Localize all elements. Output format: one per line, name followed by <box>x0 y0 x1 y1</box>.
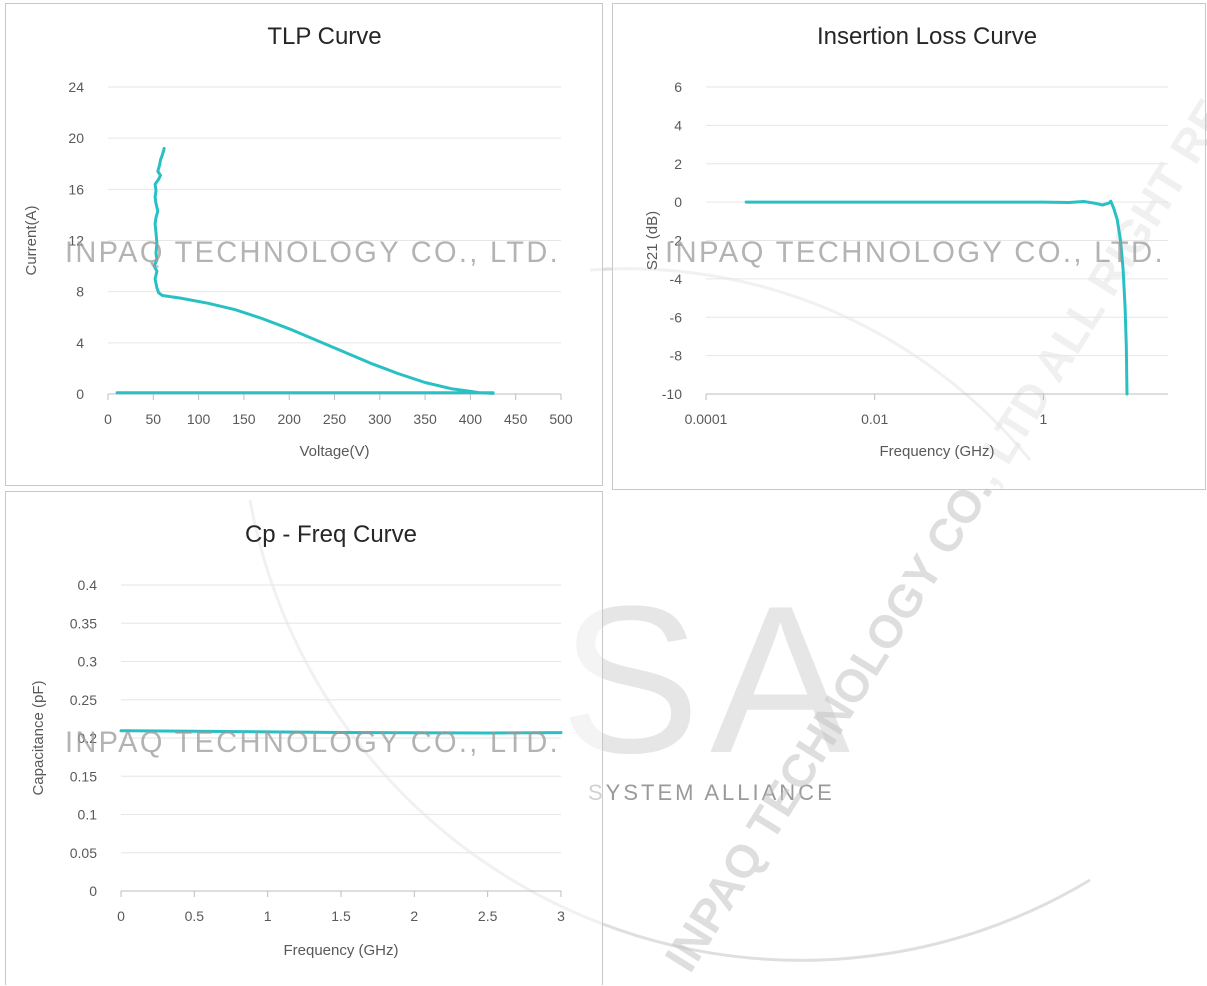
x-tick-label: 0 <box>104 411 112 427</box>
x-tick-label: 3 <box>557 908 565 924</box>
watermark-logo: SA <box>560 562 860 797</box>
y-tick-label: -6 <box>670 309 683 325</box>
y-tick-label: 0 <box>674 194 682 210</box>
x-tick-label: 2.5 <box>478 908 498 924</box>
x-tick-label: 200 <box>278 411 302 427</box>
x-tick-label: 1.5 <box>331 908 351 924</box>
y-tick-label: 6 <box>674 79 682 95</box>
x-tick-label: 0.01 <box>861 411 888 427</box>
y-tick-label: -4 <box>670 271 683 287</box>
y-tick-label: 16 <box>68 181 84 197</box>
series-line <box>744 199 1129 396</box>
y-tick-label: 8 <box>76 284 84 300</box>
tlp-chart: TLP Curve 0 4 8 12 16 20 24 0 50 100 150 200 250 300 35… <box>23 23 573 460</box>
x-tick-label: 150 <box>232 411 256 427</box>
insertion-loss-panel: Insertion Loss Curve -10 -8 -6 -4 -2 0 2 4 6 0.000… <box>612 3 1206 490</box>
x-tick-label: 400 <box>459 411 483 427</box>
watermark-alliance: SYSTEM ALLIANCE <box>588 780 835 805</box>
series-line <box>115 146 495 395</box>
y-tick-label: 0.3 <box>78 654 98 670</box>
x-tick-label: 450 <box>504 411 528 427</box>
y-tick-label: 4 <box>76 335 84 351</box>
y-tick-label: 0.25 <box>70 692 97 708</box>
x-tick-label: 0 <box>117 908 125 924</box>
y-tick-label: 2 <box>674 156 682 172</box>
x-axis-label: Voltage(V) <box>299 443 369 460</box>
y-tick-label: 0.2 <box>78 730 98 746</box>
x-tick-label: 250 <box>323 411 347 427</box>
tlp-curve-panel: TLP Curve 0 4 8 12 16 20 24 0 50 100 150 200 250 300 35… <box>5 3 603 486</box>
y-axis-label: Capacitance (pF) <box>30 680 47 795</box>
chart-title: Insertion Loss Curve <box>817 23 1037 50</box>
x-tick-label: 300 <box>368 411 392 427</box>
x-tick-label: 350 <box>413 411 437 427</box>
chart-title: Cp - Freq Curve <box>245 521 417 548</box>
y-tick-label: 24 <box>68 79 84 95</box>
y-tick-label: 0.4 <box>78 577 98 593</box>
y-tick-label: -2 <box>670 233 683 249</box>
y-tick-label: 0.1 <box>78 807 98 823</box>
y-axis-label: S21 (dB) <box>644 211 661 270</box>
x-axis-label: Frequency (GHz) <box>283 942 398 959</box>
x-tick-label: 0.0001 <box>685 411 728 427</box>
insertion-loss-chart: Insertion Loss Curve -10 -8 -6 -4 -2 0 2 4 6 0.000… <box>644 23 1168 460</box>
cp-freq-chart: Cp - Freq Curve 0 0.05 0.1 0.15 0.2 0.25 0.3 0.3… <box>30 521 565 959</box>
y-tick-label: 0.15 <box>70 768 97 784</box>
x-tick-label: 50 <box>146 411 162 427</box>
cp-freq-panel: Cp - Freq Curve 0 0.05 0.1 0.15 0.2 0.25 0.3 0.3… <box>5 491 603 985</box>
x-tick-label: 1 <box>264 908 272 924</box>
x-tick-label: 500 <box>549 411 573 427</box>
x-tick-label: 100 <box>187 411 211 427</box>
y-tick-label: 0 <box>89 883 97 899</box>
y-tick-label: -10 <box>662 386 682 402</box>
x-tick-label: 2 <box>410 908 418 924</box>
y-tick-label: -8 <box>670 348 683 364</box>
y-tick-label: 0.05 <box>70 845 97 861</box>
chart-title: TLP Curve <box>267 23 381 50</box>
y-tick-label: 4 <box>674 117 682 133</box>
y-axis-label: Current(A) <box>23 205 40 275</box>
y-tick-label: 12 <box>68 233 84 249</box>
x-tick-label: 1 <box>1040 411 1048 427</box>
y-tick-label: 0.35 <box>70 615 97 631</box>
y-tick-label: 20 <box>68 130 84 146</box>
y-tick-label: 0 <box>76 386 84 402</box>
series-line <box>119 729 563 735</box>
x-axis-label: Frequency (GHz) <box>879 443 994 460</box>
x-tick-label: 0.5 <box>185 908 205 924</box>
